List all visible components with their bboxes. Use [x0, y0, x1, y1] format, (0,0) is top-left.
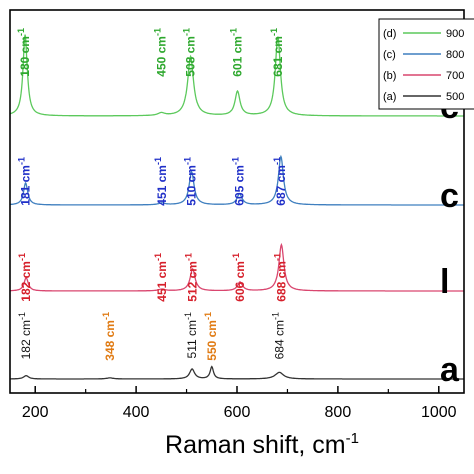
svg-text:510 cm-1: 510 cm-1: [183, 157, 199, 206]
legend-value: 500: [446, 91, 464, 103]
spectrum-d-line: [9, 34, 464, 117]
x-axis-label-text: Raman shift, cm: [165, 431, 346, 459]
x-tick-label: 800: [325, 404, 352, 421]
x-axis-label: Raman shift, cm-1: [165, 430, 359, 459]
peak-label-a: 684 cm-1: [270, 312, 286, 359]
svg-text:451 cm-1: 451 cm-1: [153, 157, 169, 206]
spectrum-a-line: [10, 365, 464, 380]
peak-label-a: 182 cm-1: [17, 312, 33, 359]
peak-label-d: 681 cm-1: [269, 28, 285, 77]
svg-text:684 cm-1: 684 cm-1: [270, 312, 286, 359]
svg-text:687 cm-1: 687 cm-1: [272, 157, 288, 206]
svg-text:681 cm-1: 681 cm-1: [269, 28, 285, 77]
curve-side-label: a: [440, 351, 460, 389]
peak-label-d: 601 cm-1: [229, 28, 245, 77]
legend-code: (c): [383, 49, 396, 61]
svg-text:182 cm-1: 182 cm-1: [17, 312, 33, 359]
spectrum-b-line: [10, 242, 464, 292]
legend-box: [378, 18, 474, 110]
legend-value: 800: [446, 49, 464, 61]
peak-label-b: 688 cm-1: [272, 253, 288, 302]
legend-value: 700: [446, 70, 464, 82]
svg-text:550 cm-1: 550 cm-1: [203, 312, 219, 361]
peak-label-b: 182 cm-1: [17, 253, 33, 302]
x-tick-label: 600: [224, 404, 251, 421]
x-tick-label: 400: [123, 404, 150, 421]
svg-text:348 cm-1: 348 cm-1: [101, 312, 117, 361]
spectrum-c-line: [10, 154, 464, 206]
curve-side-label: l: [440, 263, 449, 301]
x-tick-label: 1000: [421, 404, 457, 421]
curve-side-label: c: [440, 177, 459, 215]
peak-label-a: 550 cm-1: [203, 312, 219, 361]
svg-text:450 cm-1: 450 cm-1: [152, 28, 168, 77]
svg-text:601 cm-1: 601 cm-1: [229, 28, 245, 77]
x-tick-label: 200: [22, 404, 49, 421]
peak-label-d: 450 cm-1: [152, 28, 168, 77]
legend-value: 900: [446, 28, 464, 40]
peak-label-d: 508 cm-1: [182, 28, 198, 77]
peak-label-b: 512 cm-1: [184, 253, 200, 302]
legend-code: (d): [383, 28, 396, 40]
svg-text:182 cm-1: 182 cm-1: [17, 253, 33, 302]
peak-label-d: 180 cm-1: [16, 28, 32, 77]
peak-label-b: 451 cm-1: [153, 253, 169, 302]
svg-text:688 cm-1: 688 cm-1: [272, 253, 288, 302]
x-axis-label-superscript: -1: [346, 430, 359, 447]
peak-label-c: 510 cm-1: [183, 157, 199, 206]
legend-code: (b): [383, 70, 396, 82]
legend-code: (a): [383, 91, 396, 103]
svg-text:508 cm-1: 508 cm-1: [182, 28, 198, 77]
peak-label-c: 687 cm-1: [272, 157, 288, 206]
svg-text:512 cm-1: 512 cm-1: [184, 253, 200, 302]
peak-label-a: 511 cm-1: [183, 312, 199, 358]
peak-label-c: 605 cm-1: [231, 157, 247, 206]
svg-text:180 cm-1: 180 cm-1: [16, 28, 32, 77]
svg-text:606 cm-1: 606 cm-1: [231, 253, 247, 302]
svg-text:451 cm-1: 451 cm-1: [153, 253, 169, 302]
peak-label-b: 606 cm-1: [231, 253, 247, 302]
svg-text:511 cm-1: 511 cm-1: [183, 312, 199, 358]
peak-label-a: 348 cm-1: [101, 312, 117, 361]
peak-label-c: 451 cm-1: [153, 157, 169, 206]
peak-label-c: 181 cm-1: [17, 157, 33, 206]
svg-text:181 cm-1: 181 cm-1: [17, 157, 33, 206]
legend: (d) 900 (c) 800 (b) 700 (a) 500: [378, 18, 474, 110]
svg-text:605 cm-1: 605 cm-1: [231, 157, 247, 206]
axes: 200 400 600 800 1000: [9, 9, 465, 421]
